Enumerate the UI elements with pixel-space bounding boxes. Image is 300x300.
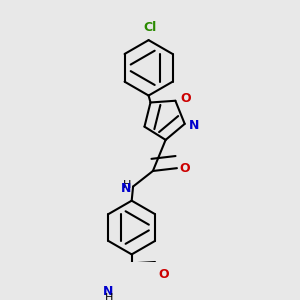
- Text: O: O: [181, 92, 191, 105]
- Text: N: N: [121, 182, 132, 195]
- Text: H: H: [123, 180, 132, 190]
- Text: O: O: [158, 268, 169, 281]
- Text: N: N: [103, 285, 113, 298]
- Text: H: H: [105, 293, 113, 300]
- Text: O: O: [180, 162, 190, 175]
- Text: N: N: [189, 119, 199, 132]
- Text: Cl: Cl: [143, 21, 157, 34]
